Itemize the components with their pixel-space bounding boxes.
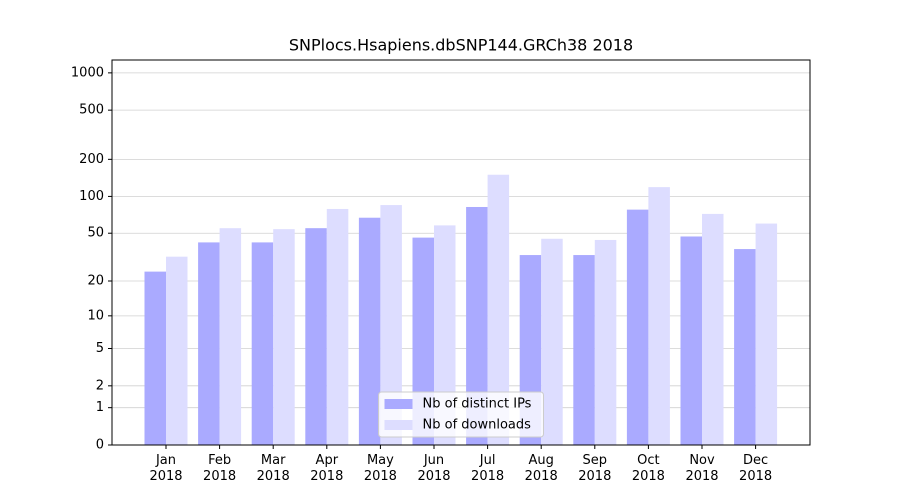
bar <box>273 229 295 445</box>
y-tick-label: 20 <box>87 274 104 289</box>
bar <box>326 208 349 445</box>
y-tick-label: 2 <box>96 378 104 393</box>
bar <box>734 249 756 445</box>
y-tick-label: 100 <box>79 189 104 204</box>
bar <box>380 205 402 445</box>
bar <box>434 225 456 445</box>
bar <box>251 242 274 445</box>
bar <box>487 174 510 445</box>
legend-swatch <box>384 420 413 430</box>
bar <box>219 228 242 445</box>
bar <box>358 217 381 445</box>
x-tick-label: Sep 2018 <box>578 453 612 484</box>
legend: Nb of distinct IPs Nb of downloads <box>378 391 544 438</box>
bar <box>166 256 188 445</box>
x-tick-label: Oct 2018 <box>631 453 665 484</box>
plot-frame <box>111 59 811 446</box>
bar <box>648 187 670 445</box>
bar <box>702 213 724 445</box>
chart-title: SNPlocs.Hsapiens.dbSNP144.GRCh38 2018 <box>289 36 633 55</box>
y-tick-label: 500 <box>79 103 104 118</box>
y-tick-label: 200 <box>79 152 104 167</box>
y-tick-label: 1 <box>96 400 104 415</box>
bar <box>573 255 595 445</box>
x-tick-label: Jun 2018 <box>417 453 451 484</box>
legend-label: Nb of distinct IPs <box>423 397 532 412</box>
x-tick-label: Apr 2018 <box>310 453 344 484</box>
x-tick-label: Nov 2018 <box>685 453 719 484</box>
x-tick-label: Jan 2018 <box>149 453 183 484</box>
y-tick-label: 10 <box>87 308 104 323</box>
y-tick-label: 50 <box>87 226 104 241</box>
bar <box>305 228 327 445</box>
bar <box>198 242 220 445</box>
bar <box>466 206 488 445</box>
legend-label: Nb of downloads <box>423 418 532 433</box>
bar <box>680 236 702 445</box>
bar <box>594 239 617 445</box>
x-tick-label: Jul 2018 <box>471 453 505 484</box>
bar <box>144 271 166 445</box>
x-tick-label: Dec 2018 <box>739 453 773 484</box>
x-tick-label: May 2018 <box>363 453 397 484</box>
bar <box>626 209 649 445</box>
legend-swatch <box>384 399 413 409</box>
legend-frame <box>378 391 544 438</box>
bar <box>755 223 778 445</box>
x-tick-label: Aug 2018 <box>524 453 558 484</box>
y-tick-label: 0 <box>96 438 104 453</box>
y-tick-label: 5 <box>96 341 104 356</box>
y-tick-label: 1000 <box>71 65 104 80</box>
bar <box>541 238 563 445</box>
x-tick-label: Feb 2018 <box>203 453 237 484</box>
x-tick-label: Mar 2018 <box>256 453 290 484</box>
